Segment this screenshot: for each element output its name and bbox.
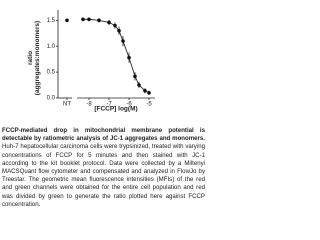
point xyxy=(133,74,137,79)
y-tick-label: 0.5 xyxy=(47,70,56,76)
point xyxy=(147,91,151,95)
x-tick-label: NT xyxy=(63,102,71,108)
caption-bold: FCCP-mediated drop in mitochondrial memb… xyxy=(2,127,205,143)
y-tick-label: 1.5 xyxy=(47,18,56,24)
y-tick-label: 1.0 xyxy=(47,44,56,50)
point xyxy=(81,17,85,22)
y-tick-label: 0.0 xyxy=(47,96,56,102)
point xyxy=(117,28,121,33)
point xyxy=(121,39,125,43)
point xyxy=(87,17,91,22)
point xyxy=(143,88,147,93)
page: ratio(aggregates:monomers) [FCCP] log(M)… xyxy=(2,10,205,209)
x-tick-label: -6 xyxy=(126,102,132,108)
point xyxy=(137,83,141,87)
x-tick-label: -8 xyxy=(86,102,92,108)
point xyxy=(127,55,131,60)
point xyxy=(97,18,101,23)
line xyxy=(83,18,150,94)
point xyxy=(113,23,117,28)
x-tick-label: -7 xyxy=(106,102,112,108)
point xyxy=(65,18,69,23)
caption-text: Huh-7 hepatocellular carcinoma cells wer… xyxy=(2,143,205,208)
x-tick-label: -5 xyxy=(146,102,152,108)
x-axis-label: [FCCP] log(M) xyxy=(94,106,137,113)
chart: ratio(aggregates:monomers) [FCCP] log(M)… xyxy=(27,10,155,113)
y-axis-label: ratio(aggregates:monomers) xyxy=(27,21,41,95)
caption: FCCP-mediated drop in mitochondrial memb… xyxy=(2,127,205,209)
point xyxy=(107,20,111,25)
